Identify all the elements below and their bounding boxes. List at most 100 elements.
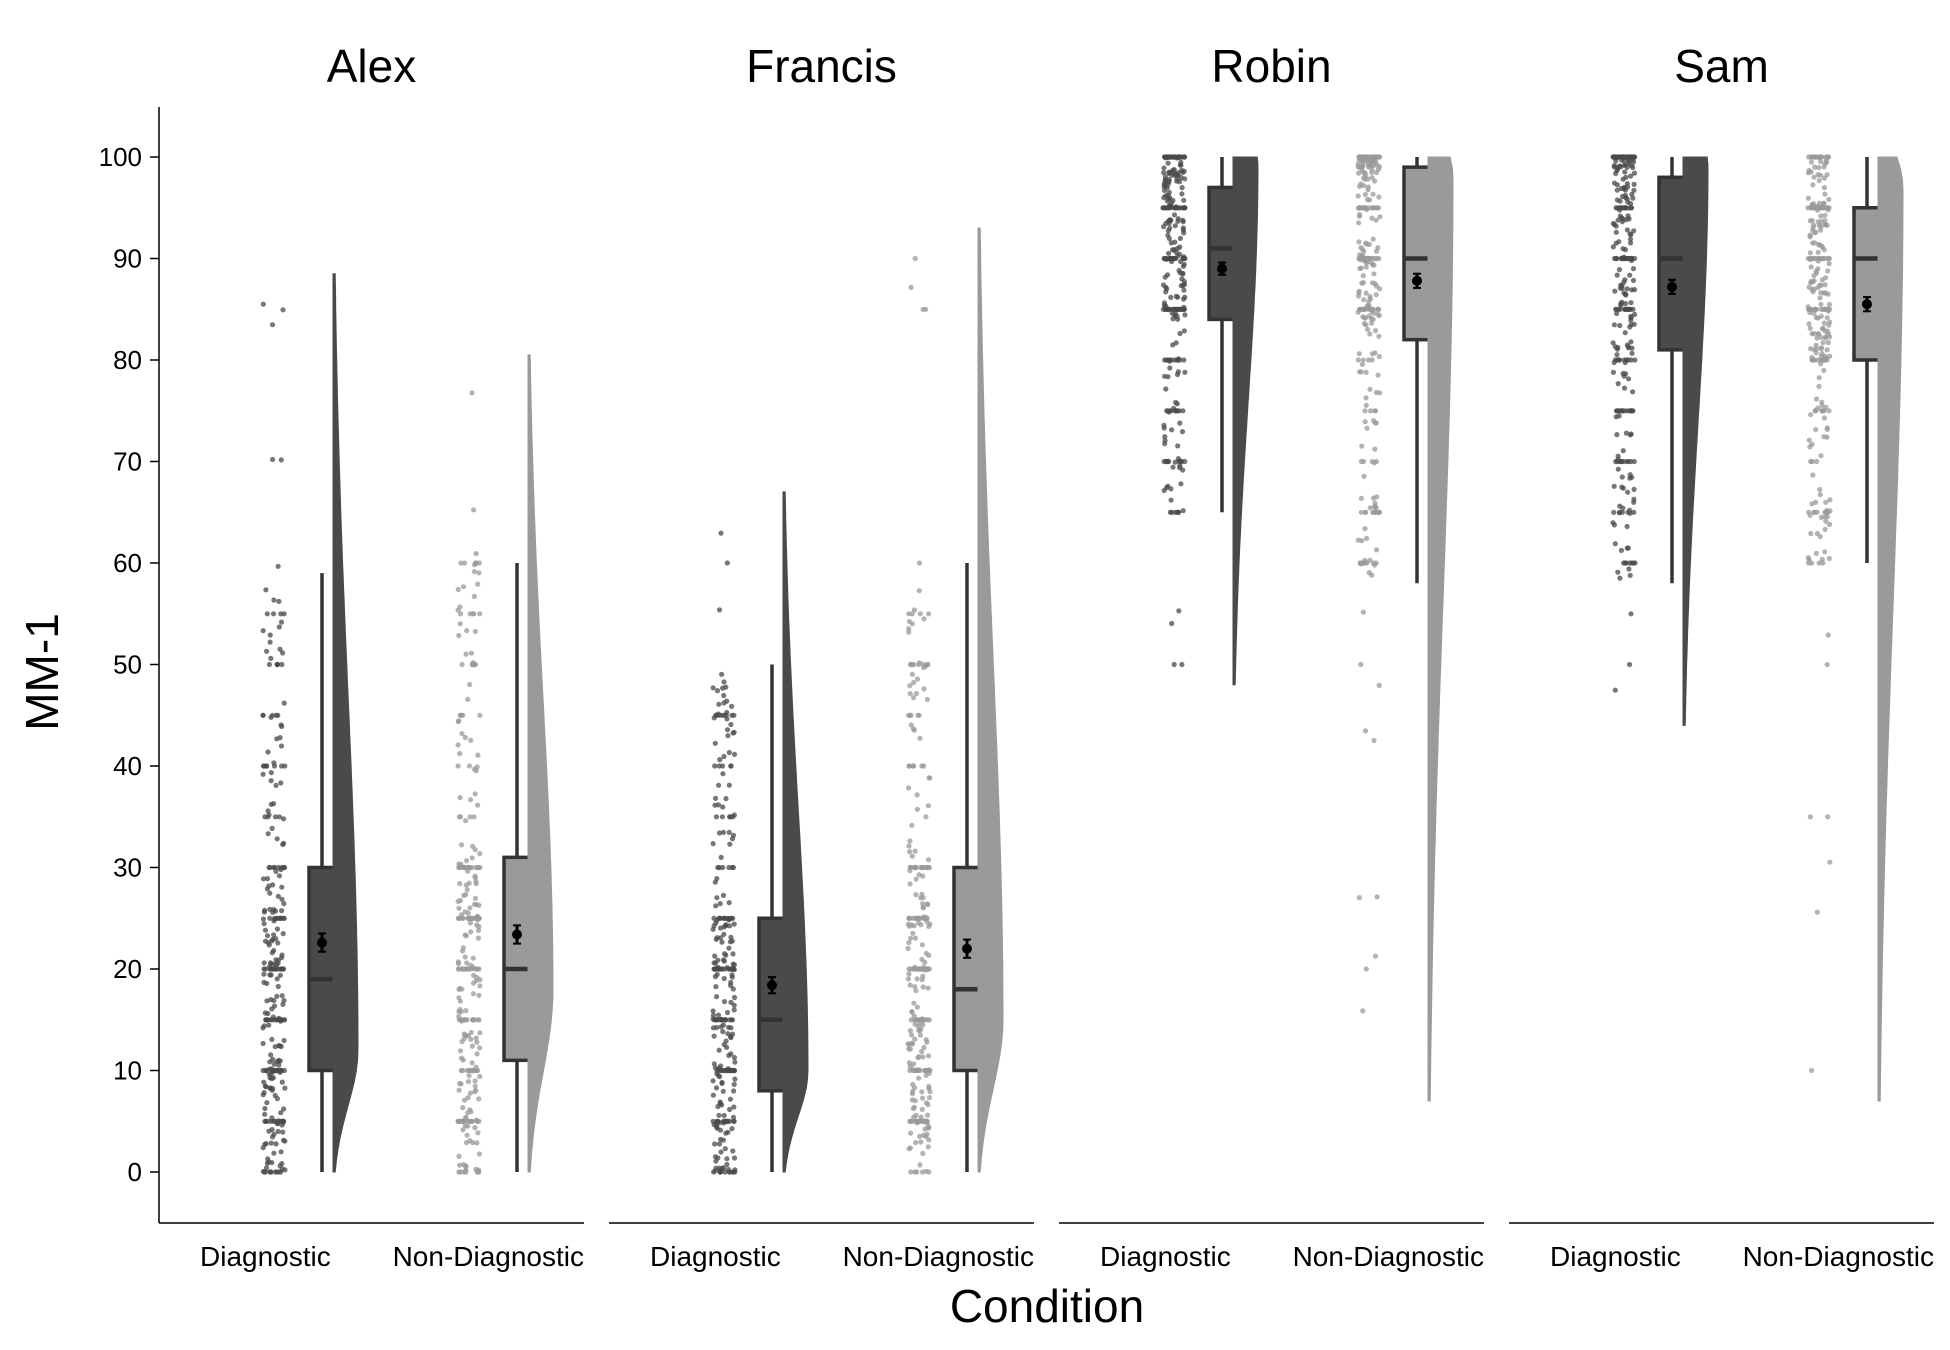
data-point — [1614, 197, 1620, 203]
data-point — [1810, 472, 1816, 478]
data-point — [713, 1085, 720, 1091]
data-point — [1162, 357, 1168, 363]
data-point — [914, 792, 920, 798]
data-point — [1610, 369, 1616, 375]
data-point — [923, 1100, 930, 1106]
data-point — [1181, 328, 1187, 334]
data-point — [1821, 185, 1827, 191]
data-point — [719, 1067, 725, 1074]
data-point — [469, 855, 475, 861]
data-point — [1359, 443, 1365, 449]
data-point — [1613, 158, 1619, 164]
data-point — [921, 616, 927, 622]
data-point — [1824, 357, 1830, 363]
data-point — [1623, 560, 1629, 566]
data-point — [1179, 191, 1185, 197]
data-point — [722, 1067, 729, 1074]
data-point — [1181, 197, 1187, 203]
data-point — [1174, 408, 1180, 414]
data-point — [266, 1071, 272, 1077]
data-point — [1811, 286, 1817, 292]
data-point — [471, 611, 477, 617]
data-point — [1819, 402, 1825, 409]
data-point — [730, 1148, 736, 1154]
data-point — [716, 864, 722, 871]
data-point — [1620, 176, 1626, 182]
data-point — [1613, 408, 1620, 414]
data-point — [266, 812, 272, 818]
data-point — [473, 1035, 479, 1041]
data-point — [268, 1140, 274, 1146]
data-point — [1627, 272, 1633, 278]
data-point — [472, 1125, 478, 1131]
data-point — [1170, 342, 1176, 348]
data-point — [909, 671, 916, 677]
data-point — [1618, 205, 1624, 211]
data-point — [267, 639, 273, 645]
data-point — [263, 1084, 269, 1090]
data-point — [275, 983, 281, 990]
data-point — [1807, 325, 1813, 331]
data-point — [909, 822, 915, 828]
data-point — [459, 661, 465, 668]
data-point — [1356, 895, 1362, 901]
data-point — [1808, 159, 1815, 165]
data-point — [922, 1126, 928, 1132]
data-point — [462, 560, 468, 566]
data-point — [260, 1145, 266, 1151]
data-point — [1164, 485, 1170, 491]
data-point — [1624, 286, 1630, 292]
data-point — [919, 1106, 925, 1112]
data-point — [712, 879, 718, 885]
data-point — [1164, 205, 1170, 211]
data-point — [722, 1146, 728, 1152]
data-point — [924, 1112, 931, 1118]
data-point — [1181, 154, 1187, 160]
raw-points — [905, 255, 933, 1175]
data-point — [1358, 369, 1364, 375]
group-diagnostic — [260, 273, 359, 1175]
data-point — [1816, 177, 1822, 184]
data-point — [280, 1129, 286, 1135]
data-point — [1629, 345, 1635, 351]
data-point — [472, 847, 478, 853]
data-point — [461, 1017, 467, 1023]
data-point — [1626, 160, 1632, 166]
data-point — [914, 806, 921, 812]
data-point — [1821, 367, 1827, 373]
data-point — [1814, 335, 1820, 341]
y-tick-label: 10 — [113, 1056, 142, 1086]
data-point — [1356, 239, 1362, 245]
data-point — [1627, 507, 1633, 513]
data-point — [274, 661, 281, 668]
data-point — [917, 864, 924, 871]
data-point — [1161, 154, 1168, 160]
data-point — [731, 729, 737, 735]
data-point — [716, 782, 722, 788]
data-point — [730, 832, 737, 839]
data-point — [1616, 413, 1622, 419]
group-non-diagnostic — [455, 354, 554, 1175]
data-point — [1367, 505, 1373, 511]
data-point — [1814, 458, 1820, 465]
data-point — [1818, 213, 1824, 219]
data-point — [920, 1150, 926, 1157]
data-point — [1824, 222, 1830, 228]
data-point — [456, 1153, 462, 1159]
data-point — [731, 1054, 738, 1061]
data-point — [1627, 475, 1633, 481]
data-point — [730, 951, 736, 957]
mean-point — [1667, 281, 1677, 292]
data-point — [1618, 164, 1624, 170]
data-point — [1619, 215, 1625, 221]
data-point — [279, 1161, 285, 1167]
data-point — [1175, 509, 1181, 515]
data-point — [1613, 229, 1619, 235]
data-point — [274, 976, 280, 982]
data-point — [1376, 255, 1382, 262]
data-point — [920, 905, 926, 911]
data-point — [711, 960, 717, 966]
data-point — [1630, 164, 1636, 171]
data-point — [1827, 859, 1833, 865]
data-point — [1179, 185, 1185, 191]
